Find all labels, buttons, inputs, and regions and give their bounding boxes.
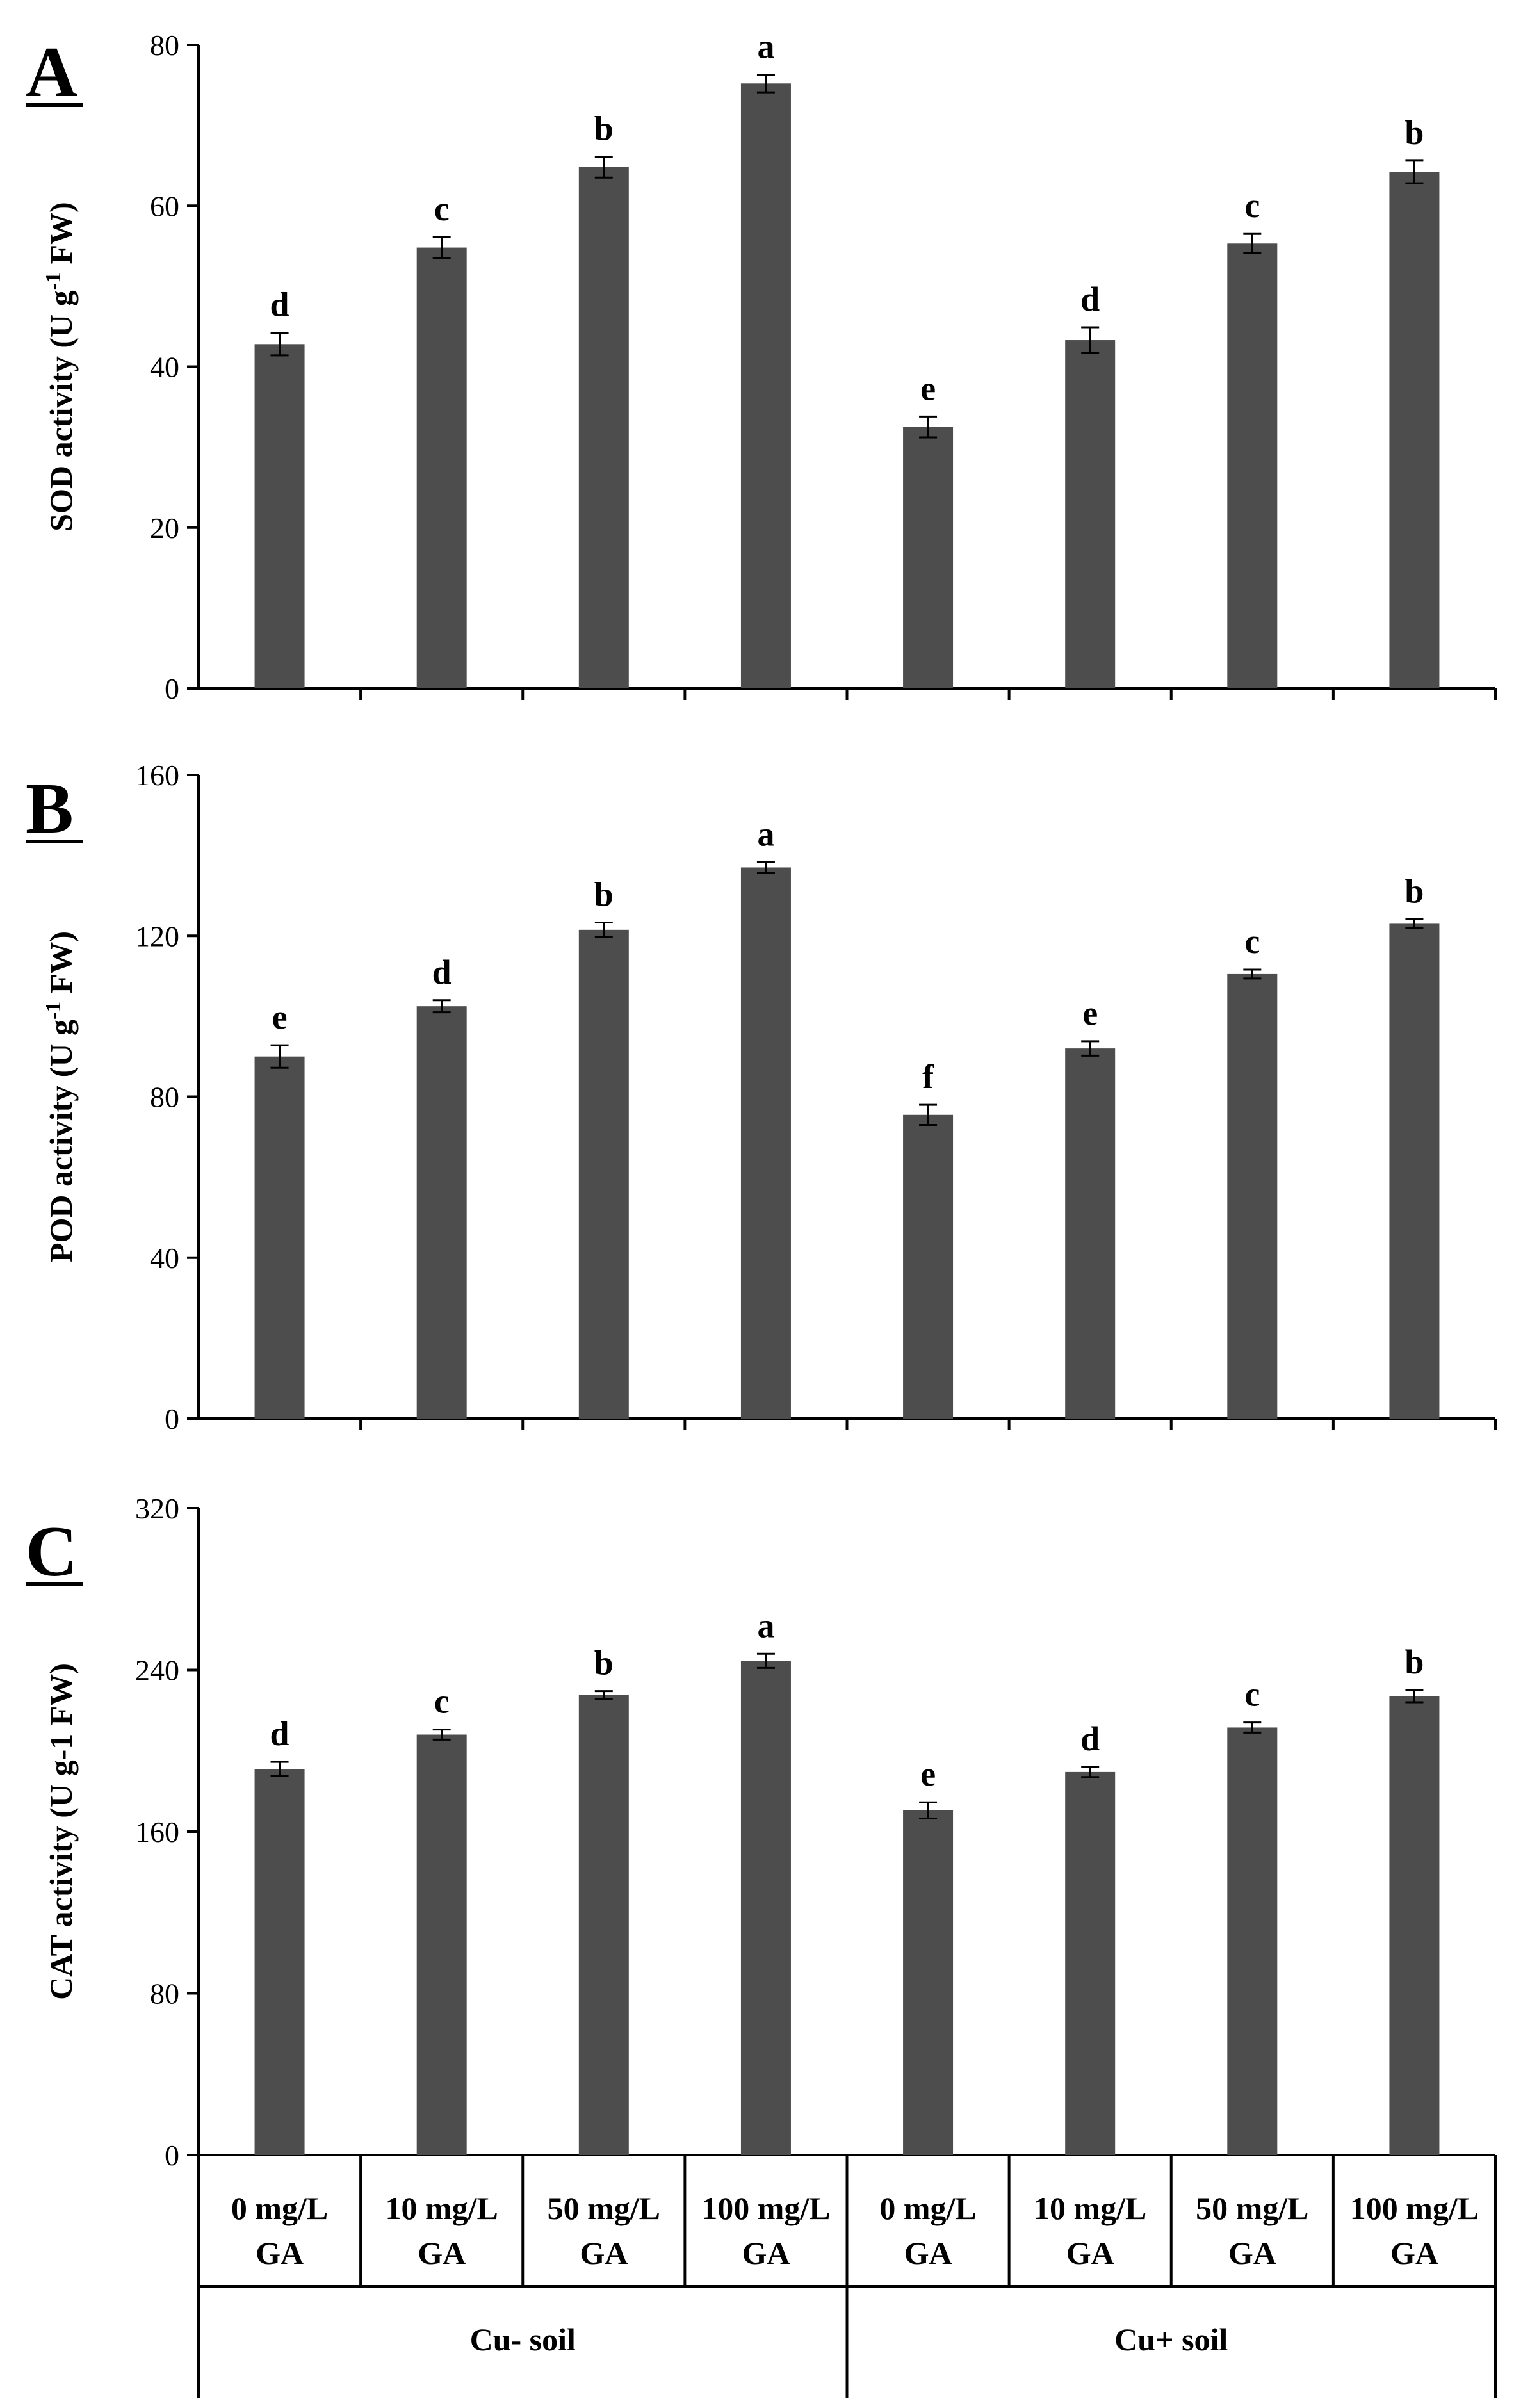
y-tick-label: 40 — [150, 1242, 179, 1274]
bar — [1065, 1771, 1116, 2155]
x-category-label-line1: 10 mg/L — [385, 2190, 498, 2226]
bar — [416, 247, 467, 688]
y-tick-label: 240 — [135, 1654, 179, 1687]
bar — [903, 427, 954, 688]
panel-letter: C — [26, 1512, 77, 1591]
x-category-label-line2: GA — [904, 2235, 952, 2271]
significance-letter: d — [432, 953, 452, 991]
significance-letter: c — [434, 190, 450, 228]
y-tick-label: 20 — [150, 512, 179, 544]
bar — [1227, 243, 1278, 688]
y-axis-title-superscript: -1 — [42, 1002, 65, 1020]
y-axis-title-main: POD activity (U g — [43, 1020, 79, 1262]
chart-panel-b: B 0 40 80 120 160 POD activity (U g-1 FW) e d b a f… — [26, 759, 1497, 1435]
y-tick-label: 80 — [150, 1978, 179, 2010]
bar — [578, 167, 629, 688]
significance-letter: c — [434, 1682, 450, 1721]
bar — [254, 1769, 305, 2155]
bar — [903, 1114, 954, 1419]
bar — [1389, 172, 1440, 688]
panel-letter: B — [26, 769, 74, 849]
chart-panel-c: C 0 80 160 240 320 CAT activity (U g-1 FW) d c b a… — [26, 1492, 1495, 2172]
y-tick-label: 320 — [135, 1492, 179, 1525]
x-category-label-line2: GA — [580, 2235, 628, 2271]
y-axis-title-tail: FW) — [43, 202, 79, 272]
bar — [903, 1810, 954, 2155]
y-axis-title-main: SOD activity (U g — [43, 290, 79, 531]
significance-letter: d — [1080, 280, 1100, 318]
bar — [254, 344, 305, 688]
x-category-label-line1: 100 mg/L — [701, 2190, 830, 2226]
bar — [1389, 1696, 1440, 2155]
significance-letter: d — [1080, 1720, 1100, 1758]
significance-letter: c — [1244, 1675, 1260, 1714]
y-tick-label: 0 — [165, 2139, 179, 2172]
significance-letter: b — [1404, 113, 1424, 152]
bar — [578, 929, 629, 1419]
x-category-label-line2: GA — [256, 2235, 304, 2271]
y-tick-label: 60 — [150, 190, 179, 222]
significance-letter: b — [594, 875, 614, 914]
bar — [416, 1734, 467, 2155]
significance-letter: e — [1082, 994, 1098, 1032]
group-label: Cu+ soil — [1114, 2322, 1228, 2357]
y-tick-label: 0 — [165, 672, 179, 705]
bar — [1065, 1048, 1116, 1419]
x-category-label-line2: GA — [1066, 2235, 1114, 2271]
bar — [1227, 973, 1278, 1419]
significance-letter: a — [757, 27, 774, 65]
y-axis-title-main: CAT activity (U g-1 FW) — [43, 1663, 79, 2000]
bar — [740, 867, 791, 1419]
x-category-label-line1: 0 mg/L — [879, 2190, 976, 2226]
significance-letter: a — [757, 815, 774, 853]
chart-panel-a: A 0 20 40 60 80 SOD activity (U g-1 FW) d c b a e d c… — [26, 27, 1497, 705]
bar — [740, 1661, 791, 2155]
bar — [740, 83, 791, 689]
bar — [1389, 923, 1440, 1419]
y-axis-title: SOD activity (U g-1 FW) — [42, 202, 79, 531]
x-category-label-line1: 0 mg/L — [231, 2190, 328, 2226]
bar — [254, 1056, 305, 1419]
x-category-label-line1: 50 mg/L — [1196, 2190, 1308, 2226]
significance-letter: c — [1244, 922, 1260, 961]
significance-letter: d — [270, 286, 289, 324]
y-tick-label: 160 — [135, 1816, 179, 1848]
y-tick-label: 80 — [150, 29, 179, 61]
x-category-label-line2: GA — [742, 2235, 790, 2271]
significance-letter: e — [920, 1755, 936, 1793]
bar — [578, 1695, 629, 2155]
x-category-label-line1: 100 mg/L — [1350, 2190, 1479, 2226]
x-category-label-line1: 10 mg/L — [1034, 2190, 1146, 2226]
x-category-label-line2: GA — [418, 2235, 466, 2271]
panel-letter: A — [26, 33, 77, 112]
significance-letter: e — [920, 369, 936, 407]
group-label: Cu- soil — [470, 2322, 576, 2357]
y-axis-title: CAT activity (U g-1 FW) — [43, 1663, 79, 2000]
significance-letter: b — [594, 1644, 614, 1682]
x-category-label-line1: 50 mg/L — [548, 2190, 660, 2226]
significance-letter: a — [757, 1606, 774, 1645]
significance-letter: b — [1404, 1643, 1424, 1681]
y-tick-label: 120 — [135, 920, 179, 952]
y-tick-label: 160 — [135, 759, 179, 792]
bar — [416, 1006, 467, 1419]
y-axis-title-superscript: -1 — [42, 272, 65, 290]
y-tick-label: 0 — [165, 1403, 179, 1435]
y-tick-label: 80 — [150, 1081, 179, 1114]
x-category-label-line2: GA — [1228, 2235, 1276, 2271]
significance-letter: e — [272, 998, 288, 1036]
bar — [1065, 340, 1116, 688]
significance-letter: d — [270, 1714, 289, 1753]
significance-letter: b — [1404, 872, 1424, 910]
x-category-label-line2: GA — [1390, 2235, 1438, 2271]
significance-letter: f — [922, 1057, 934, 1096]
y-axis-title: POD activity (U g-1 FW) — [42, 931, 79, 1262]
y-tick-label: 40 — [150, 351, 179, 384]
bar — [1227, 1727, 1278, 2155]
significance-letter: b — [594, 110, 614, 148]
significance-letter: c — [1244, 186, 1260, 225]
y-axis-title-tail: FW) — [43, 931, 79, 1002]
